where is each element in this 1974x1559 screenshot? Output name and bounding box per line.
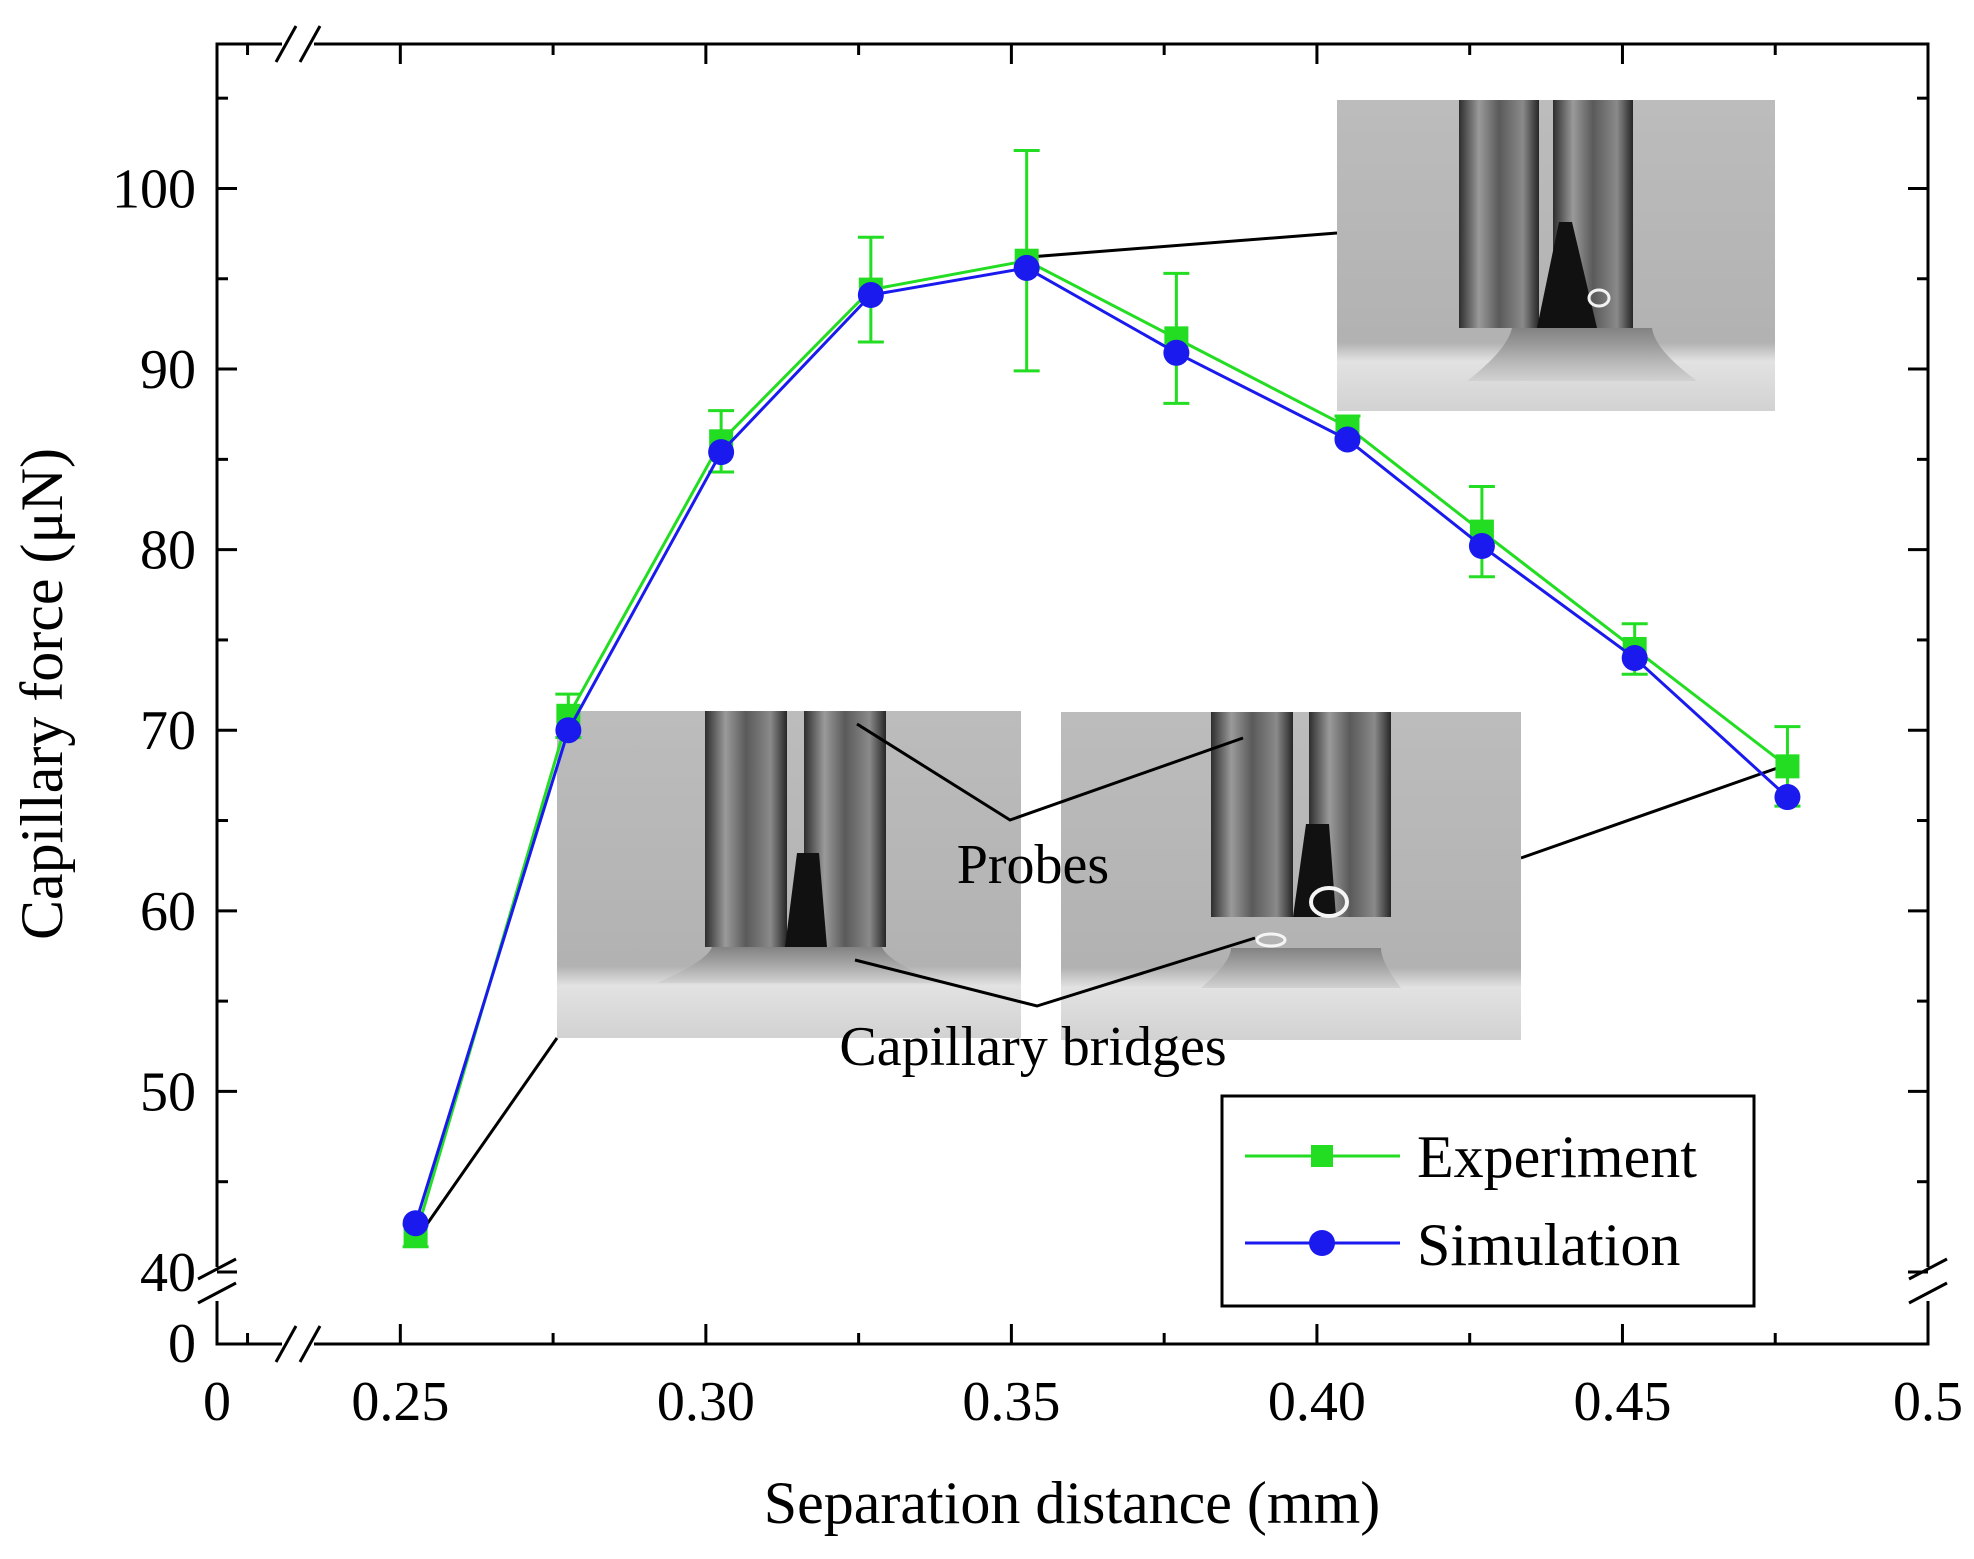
inset-photo-peak bbox=[1337, 100, 1775, 411]
data-point-simulation bbox=[1774, 784, 1801, 811]
data-point-simulation bbox=[1163, 339, 1190, 366]
inset-photo-final bbox=[1061, 712, 1521, 1040]
x-axis-title: Separation distance (mm) bbox=[764, 1470, 1380, 1536]
annotation-probes: Probes bbox=[856, 722, 1244, 896]
y-tick-label: 100 bbox=[112, 158, 196, 220]
series-line-experiment bbox=[414, 259, 1789, 1237]
y-axis-ticks: 40 50 60 70 80 90 100 bbox=[112, 96, 1928, 1304]
annotation-capillary-bridges-label: Capillary bridges bbox=[839, 1016, 1226, 1078]
x-tick-label: 0.25 bbox=[351, 1371, 449, 1433]
data-point-simulation bbox=[1334, 426, 1361, 453]
data-point-simulation bbox=[857, 282, 884, 309]
x-tick-label: 0.45 bbox=[1573, 1371, 1671, 1433]
leader-line-inset-photo-peak bbox=[1032, 231, 1338, 259]
data-point-simulation bbox=[555, 717, 582, 744]
legend: Experiment Simulation bbox=[1220, 1094, 1756, 1308]
data-point-simulation bbox=[1621, 645, 1648, 671]
legend-box bbox=[1220, 1094, 1756, 1308]
legend-label-experiment: Experiment bbox=[1417, 1124, 1697, 1190]
y-tick-label: 40 bbox=[140, 1242, 196, 1304]
annotation-capillary-bridges: Capillary bridges bbox=[839, 936, 1256, 1078]
x-tick-label: 0.30 bbox=[657, 1371, 755, 1433]
x-tick-label: 0.35 bbox=[962, 1371, 1060, 1433]
y-axis-title: Capillary force (μN) bbox=[9, 448, 75, 940]
legend-entry-experiment: Experiment bbox=[1245, 1124, 1697, 1190]
legend-entry-simulation: Simulation bbox=[1245, 1212, 1680, 1278]
y-tick-label: 80 bbox=[140, 520, 196, 582]
x-axis-origin-label: 0 bbox=[203, 1371, 231, 1433]
data-series bbox=[402, 149, 1801, 1249]
plot-frame bbox=[215, 42, 1930, 1346]
data-point-simulation bbox=[1468, 533, 1495, 560]
inset-photo-initial bbox=[557, 711, 1021, 1038]
x-tick-label: 0.5 bbox=[1893, 1371, 1963, 1433]
legend-marker-experiment bbox=[1311, 1145, 1333, 1167]
data-point-simulation bbox=[1013, 254, 1040, 281]
axis-break-markers bbox=[197, 25, 1948, 1363]
series-simulation bbox=[402, 254, 1801, 1237]
series-line-simulation bbox=[414, 266, 1789, 1224]
y-tick-label: 70 bbox=[140, 700, 196, 762]
leader-line-inset-photo-initial bbox=[420, 1037, 559, 1233]
x-tick-label: 0.40 bbox=[1268, 1371, 1366, 1433]
x-axis-ticks: 0.25 0.30 0.35 0.40 0.45 0.5 bbox=[246, 44, 1963, 1433]
annotation-probes-label: Probes bbox=[957, 834, 1109, 896]
y-tick-label: 60 bbox=[140, 881, 196, 943]
data-point-simulation bbox=[402, 1210, 429, 1237]
legend-marker-simulation bbox=[1309, 1230, 1335, 1256]
data-point-experiment bbox=[1775, 754, 1800, 779]
legend-label-simulation: Simulation bbox=[1417, 1212, 1680, 1278]
inset-leader-lines bbox=[420, 231, 1794, 1233]
y-axis-origin-label: 0 bbox=[168, 1313, 196, 1375]
data-point-simulation bbox=[708, 439, 735, 466]
y-tick-label: 50 bbox=[140, 1061, 196, 1123]
y-tick-label: 90 bbox=[140, 339, 196, 401]
leader-line-inset-photo-final bbox=[1520, 760, 1794, 860]
